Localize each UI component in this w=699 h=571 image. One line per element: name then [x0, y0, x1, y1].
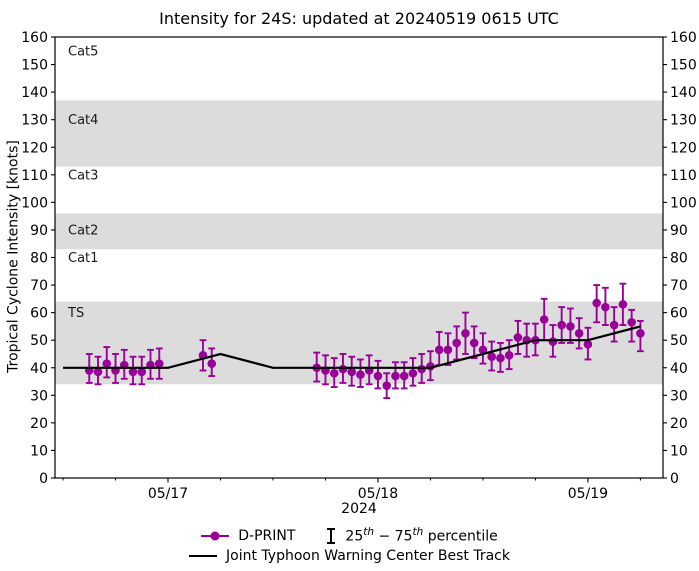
svg-text:70: 70 — [670, 278, 688, 294]
svg-text:160: 160 — [670, 30, 697, 46]
svg-text:120: 120 — [670, 140, 697, 156]
legend-dprint-label: D-PRINT — [238, 527, 296, 544]
legend-row-2: Joint Typhoon Warning Center Best Track — [189, 546, 510, 565]
svg-text:120: 120 — [21, 140, 48, 156]
category-bands — [55, 100, 663, 385]
svg-text:30: 30 — [30, 388, 48, 404]
chart-legend: D-PRINT 25th − 75th percentile Joint Typ… — [0, 526, 699, 565]
svg-text:40: 40 — [670, 361, 688, 377]
band-label-Cat2: Cat2 — [68, 223, 98, 238]
svg-text:90: 90 — [30, 223, 48, 239]
y-axis-ticks: 0 0 10 10 20 20 30 30 40 40 50 50 60 60 70 70 80 80 90 90 10… — [21, 30, 696, 487]
svg-text:110: 110 — [670, 168, 697, 184]
svg-text:80: 80 — [670, 251, 688, 267]
best-track-line — [63, 325, 641, 369]
dprint-legend-dot-icon — [210, 531, 220, 540]
svg-text:130: 130 — [670, 113, 697, 129]
svg-text:30: 30 — [670, 388, 688, 404]
band-label-TS: TS — [67, 306, 84, 321]
svg-text:150: 150 — [670, 58, 697, 74]
svg-text:10: 10 — [670, 443, 688, 459]
percentile-errorbar-icon — [327, 527, 336, 544]
svg-text:60: 60 — [670, 306, 688, 322]
svg-text:05/19: 05/19 — [568, 486, 608, 502]
svg-text:05/18: 05/18 — [358, 486, 398, 502]
x-axis-ticks: 05/17 05/18 05/19 — [62, 478, 641, 502]
svg-text:140: 140 — [670, 85, 697, 101]
x-axis-year-label: 2024 — [341, 501, 377, 517]
band-label-Cat4: Cat4 — [68, 113, 98, 128]
svg-text:10: 10 — [30, 443, 48, 459]
svg-text:40: 40 — [30, 361, 48, 377]
svg-text:20: 20 — [30, 416, 48, 432]
svg-text:150: 150 — [21, 58, 48, 74]
svg-text:20: 20 — [670, 416, 688, 432]
svg-text:50: 50 — [30, 333, 48, 349]
svg-text:100: 100 — [21, 195, 48, 211]
band-label-Cat3: Cat3 — [68, 168, 98, 183]
svg-text:130: 130 — [21, 113, 48, 129]
svg-text:70: 70 — [30, 278, 48, 294]
legend-row-1: D-PRINT 25th − 75th percentile — [201, 526, 498, 545]
svg-text:05/17: 05/17 — [148, 486, 188, 502]
legend-percentile-label: 25th − 75th percentile — [345, 526, 498, 545]
y-axis-label: Tropical Cyclone Intensity [knots] — [5, 140, 22, 373]
svg-text:90: 90 — [670, 223, 688, 239]
legend-best-track-label: Joint Typhoon Warning Center Best Track — [226, 547, 510, 564]
svg-text:140: 140 — [21, 85, 48, 101]
band-label-Cat5: Cat5 — [68, 44, 98, 59]
svg-text:0: 0 — [670, 471, 679, 487]
dprint-legend-line-icon — [201, 531, 230, 540]
svg-text:100: 100 — [670, 195, 697, 211]
svg-text:110: 110 — [21, 168, 48, 184]
svg-text:80: 80 — [30, 251, 48, 267]
best-track-legend-line-icon — [189, 554, 218, 557]
svg-text:50: 50 — [670, 333, 688, 349]
chart-title: Intensity for 24S: updated at 20240519 0… — [159, 9, 559, 28]
svg-text:160: 160 — [21, 30, 48, 46]
band-label-Cat1: Cat1 — [68, 251, 98, 266]
category-band-labels: TS Cat1 Cat2 Cat3 Cat4 Cat5 — [67, 44, 98, 321]
svg-text:60: 60 — [30, 306, 48, 322]
svg-text:0: 0 — [39, 471, 48, 487]
